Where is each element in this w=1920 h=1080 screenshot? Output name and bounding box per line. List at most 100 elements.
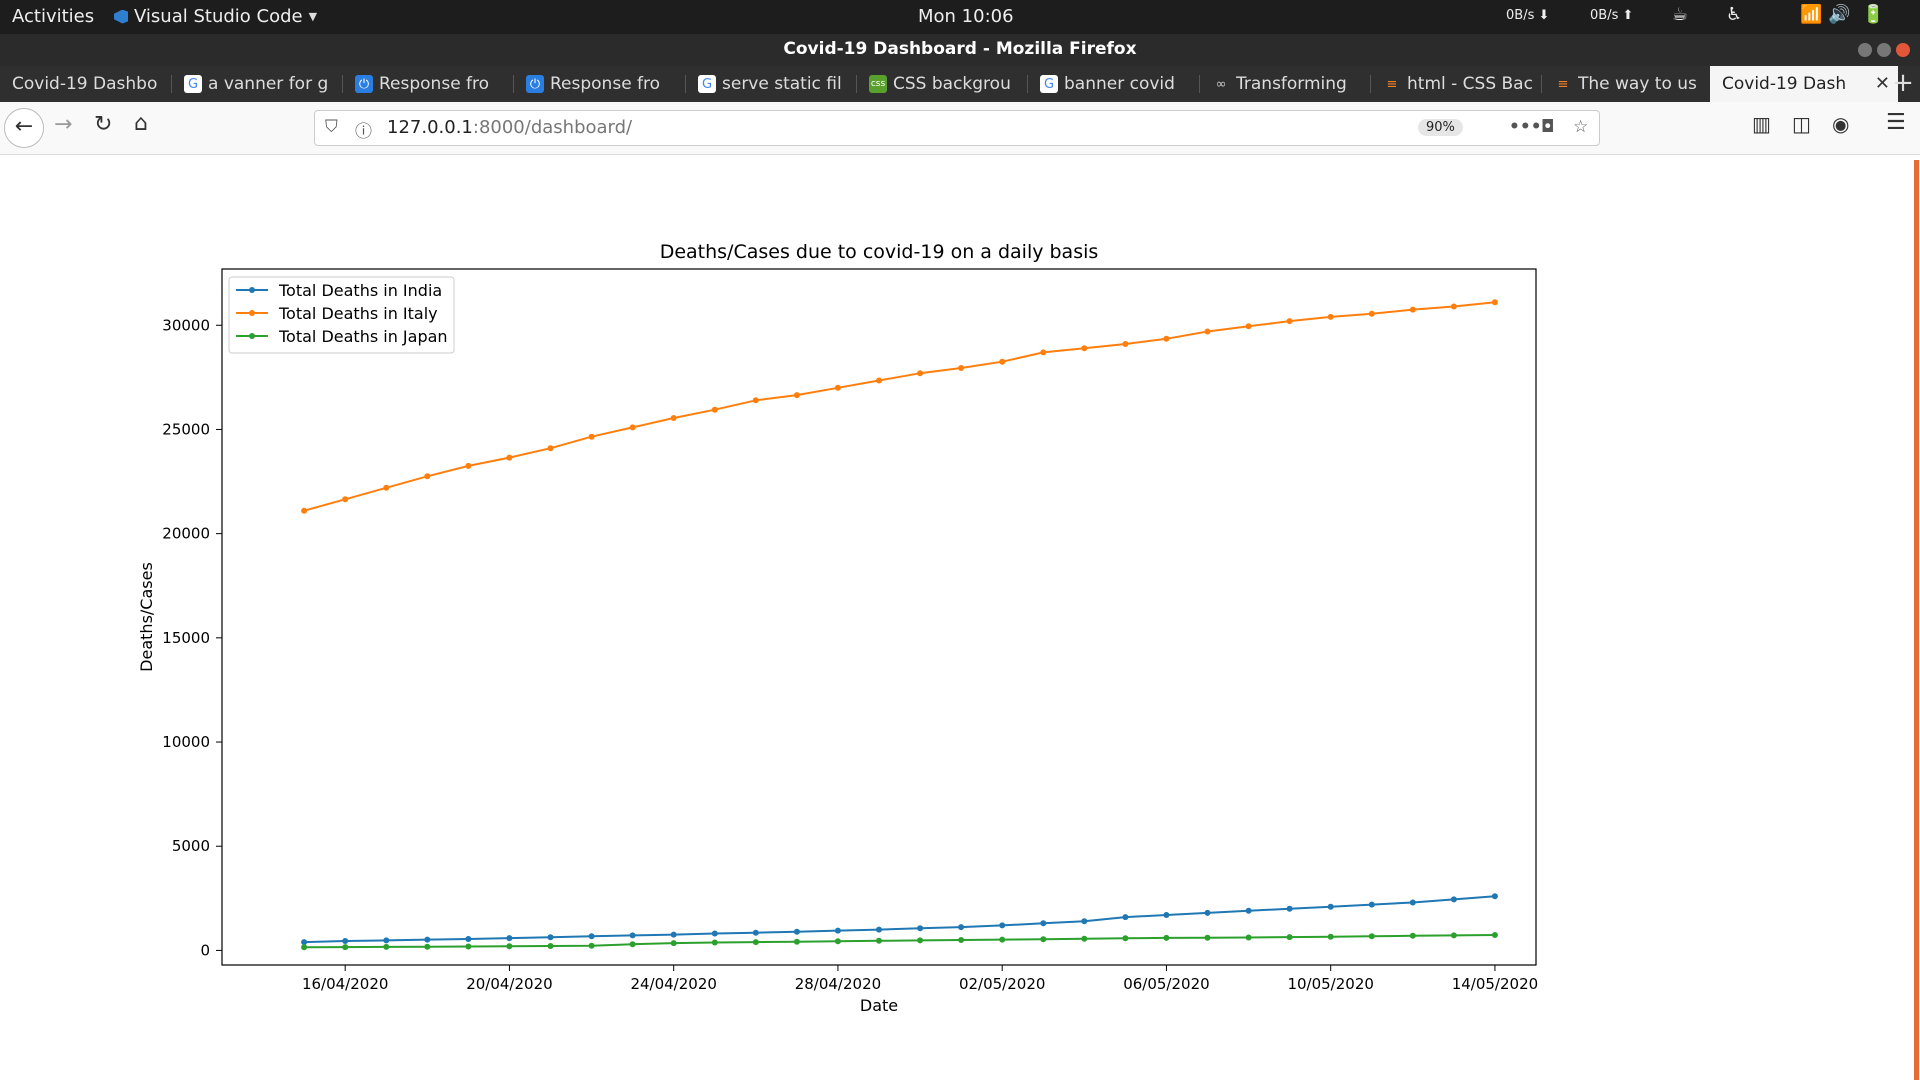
google-icon: G (698, 75, 716, 93)
tab-label: html - CSS Bac (1407, 74, 1533, 94)
data-point (1409, 306, 1416, 313)
data-point (465, 936, 472, 942)
data-point (1409, 899, 1416, 906)
tab-11[interactable]: Covid-19 Dash ✕ (1710, 66, 1898, 102)
data-point (1450, 303, 1457, 310)
app-menu[interactable]: Visual Studio Code ▼ (114, 6, 317, 27)
clock[interactable]: Mon 10:06 (918, 6, 1014, 27)
data-point (1081, 345, 1088, 352)
zoom-indicator[interactable]: 90% (1418, 119, 1463, 136)
wifi-icon[interactable]: 📶 (1800, 4, 1823, 25)
data-point (588, 933, 595, 940)
reload-button[interactable]: ↻ (94, 112, 113, 137)
data-point (342, 496, 349, 503)
pocket-icon[interactable]: ◘ (1541, 117, 1555, 137)
data-point (876, 937, 882, 944)
close-tab-icon[interactable]: ✕ (1874, 73, 1890, 94)
tab-9[interactable]: ≡ html - CSS Bac (1371, 66, 1541, 102)
data-point (1409, 932, 1416, 939)
data-point (547, 934, 554, 941)
library-icon[interactable]: ▥ (1752, 112, 1771, 136)
x-tick-label: 10/05/2020 (1287, 975, 1373, 993)
data-point (629, 932, 636, 939)
info-icon[interactable]: ⓘ (355, 122, 372, 142)
system-top-bar: Activities Visual Studio Code ▼ Mon 10:0… (0, 0, 1920, 34)
data-point (465, 943, 472, 950)
data-point (834, 927, 841, 934)
bookmark-star-icon[interactable]: ☆ (1573, 117, 1589, 137)
data-point (752, 939, 759, 946)
tab-10[interactable]: ≡ The way to us (1542, 66, 1712, 102)
back-button[interactable]: ← (4, 108, 44, 148)
url-bar[interactable]: ⛉ ⓘ 127.0.0.1:8000/dashboard/ 90% ••• ◘ … (314, 110, 1600, 146)
data-point (752, 929, 759, 936)
data-point (670, 931, 677, 938)
x-tick-label: 28/04/2020 (795, 975, 881, 993)
data-point (1040, 920, 1047, 927)
data-point (1122, 341, 1129, 347)
plot-frame (221, 268, 1537, 966)
volume-icon[interactable]: 🔊 (1828, 4, 1851, 25)
tab-1[interactable]: Covid-19 Dashbo (0, 66, 182, 102)
new-tab-button[interactable]: + (1892, 68, 1914, 98)
data-point (1368, 933, 1375, 940)
caret-down-icon: ▼ (308, 10, 318, 23)
more-actions-icon[interactable]: ••• (1509, 117, 1542, 137)
tab-6[interactable]: css CSS backgrou (857, 66, 1027, 102)
tab-8[interactable]: ∞ Transforming (1200, 66, 1370, 102)
accessibility-icon[interactable]: ♿ (1726, 4, 1743, 25)
forward-button[interactable]: → (54, 112, 73, 137)
page-scrollbar[interactable] (1914, 160, 1919, 1080)
data-point (793, 938, 800, 945)
menu-icon[interactable]: ☰ (1886, 110, 1906, 135)
tab-separator (685, 75, 686, 93)
tab-separator (513, 75, 514, 93)
net-down-speed: 0B/s ⬇ (1506, 8, 1550, 23)
stackoverflow-icon: ≡ (1557, 76, 1569, 92)
y-tick-label: 25000 (162, 420, 210, 438)
data-point (1163, 912, 1170, 918)
data-point (1163, 335, 1170, 342)
home-button[interactable]: ⌂ (134, 111, 148, 136)
account-icon[interactable]: ◉ (1832, 112, 1850, 136)
data-point (301, 944, 308, 951)
sidebar-icon[interactable]: ◫ (1792, 112, 1811, 136)
series-line-1 (304, 895, 1495, 944)
shield-icon[interactable]: ⛉ (325, 117, 338, 137)
data-point (301, 507, 308, 514)
tab-label: CSS backgrou (893, 74, 1011, 94)
data-point (1368, 901, 1375, 908)
url-text[interactable]: 127.0.0.1:8000/dashboard/ (387, 117, 632, 138)
data-point (752, 397, 759, 404)
maximize-button[interactable] (1877, 43, 1891, 57)
x-tick-label: 14/05/2020 (1452, 975, 1538, 993)
power-icon: ⏻ (526, 75, 544, 93)
legend-marker (249, 310, 255, 316)
data-point (506, 935, 513, 942)
x-axis-label: Date (860, 996, 898, 1015)
activities-button[interactable]: Activities (12, 6, 95, 27)
tab-4[interactable]: ⏻ Response fro (514, 66, 684, 102)
window-title-bar: Covid-19 Dashboard - Mozilla Firefox (0, 34, 1920, 66)
data-point (711, 939, 718, 946)
legend-marker (249, 287, 255, 293)
data-point (958, 937, 965, 943)
data-point (711, 406, 718, 413)
minimize-button[interactable] (1858, 43, 1872, 57)
y-tick-label: 15000 (162, 629, 210, 647)
battery-icon[interactable]: 🔋 (1862, 4, 1885, 25)
data-point (1327, 903, 1334, 910)
tab-3[interactable]: ⏻ Response fro (343, 66, 513, 102)
y-tick-label: 0 (200, 941, 210, 959)
y-axis-label: Deaths/Cases (137, 562, 156, 672)
data-point (670, 415, 677, 421)
coffee-icon[interactable]: ☕ (1672, 4, 1689, 25)
tab-label: a vanner for g (208, 74, 329, 94)
data-point (917, 925, 924, 932)
vscode-icon (114, 9, 128, 24)
close-window-button[interactable] (1896, 43, 1910, 57)
tab-separator (342, 75, 343, 93)
